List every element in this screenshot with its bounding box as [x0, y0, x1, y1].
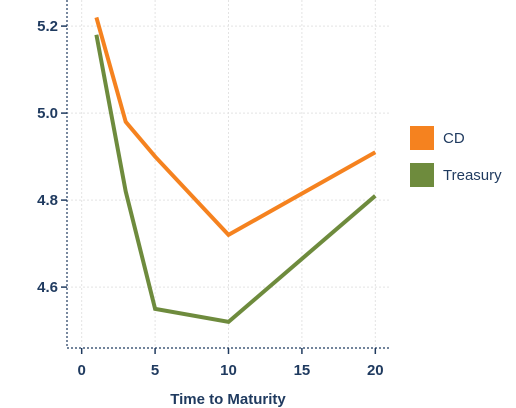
series-lines	[94, 16, 377, 325]
legend-label-cd: CD	[443, 130, 465, 147]
y-tick-label-0: 4.6	[37, 279, 58, 296]
x-tick-label-0: 0	[78, 362, 86, 379]
legend-label-treasury: Treasury	[443, 167, 502, 184]
x-tick-label-3: 15	[294, 362, 311, 379]
y-tick-label-2: 5.0	[37, 105, 58, 122]
y-tick-label-3: 5.2	[37, 18, 58, 35]
x-tick-label-4: 20	[367, 362, 384, 379]
legend: CD Treasury	[410, 126, 502, 187]
x-axis-title: Time to Maturity	[170, 391, 286, 408]
y-tick-label-1: 4.8	[37, 192, 58, 209]
x-tick-label-2: 10	[220, 362, 237, 379]
grid-lines	[67, 0, 390, 348]
legend-swatch-treasury	[410, 163, 434, 187]
series-line-treasury	[94, 34, 377, 325]
series-line-cd	[94, 16, 377, 238]
legend-swatch-cd	[410, 126, 434, 150]
axes: 0 5 10 15 20 4.6 4.8 5.0 5.2	[37, 0, 390, 379]
x-tick-label-1: 5	[151, 362, 159, 379]
